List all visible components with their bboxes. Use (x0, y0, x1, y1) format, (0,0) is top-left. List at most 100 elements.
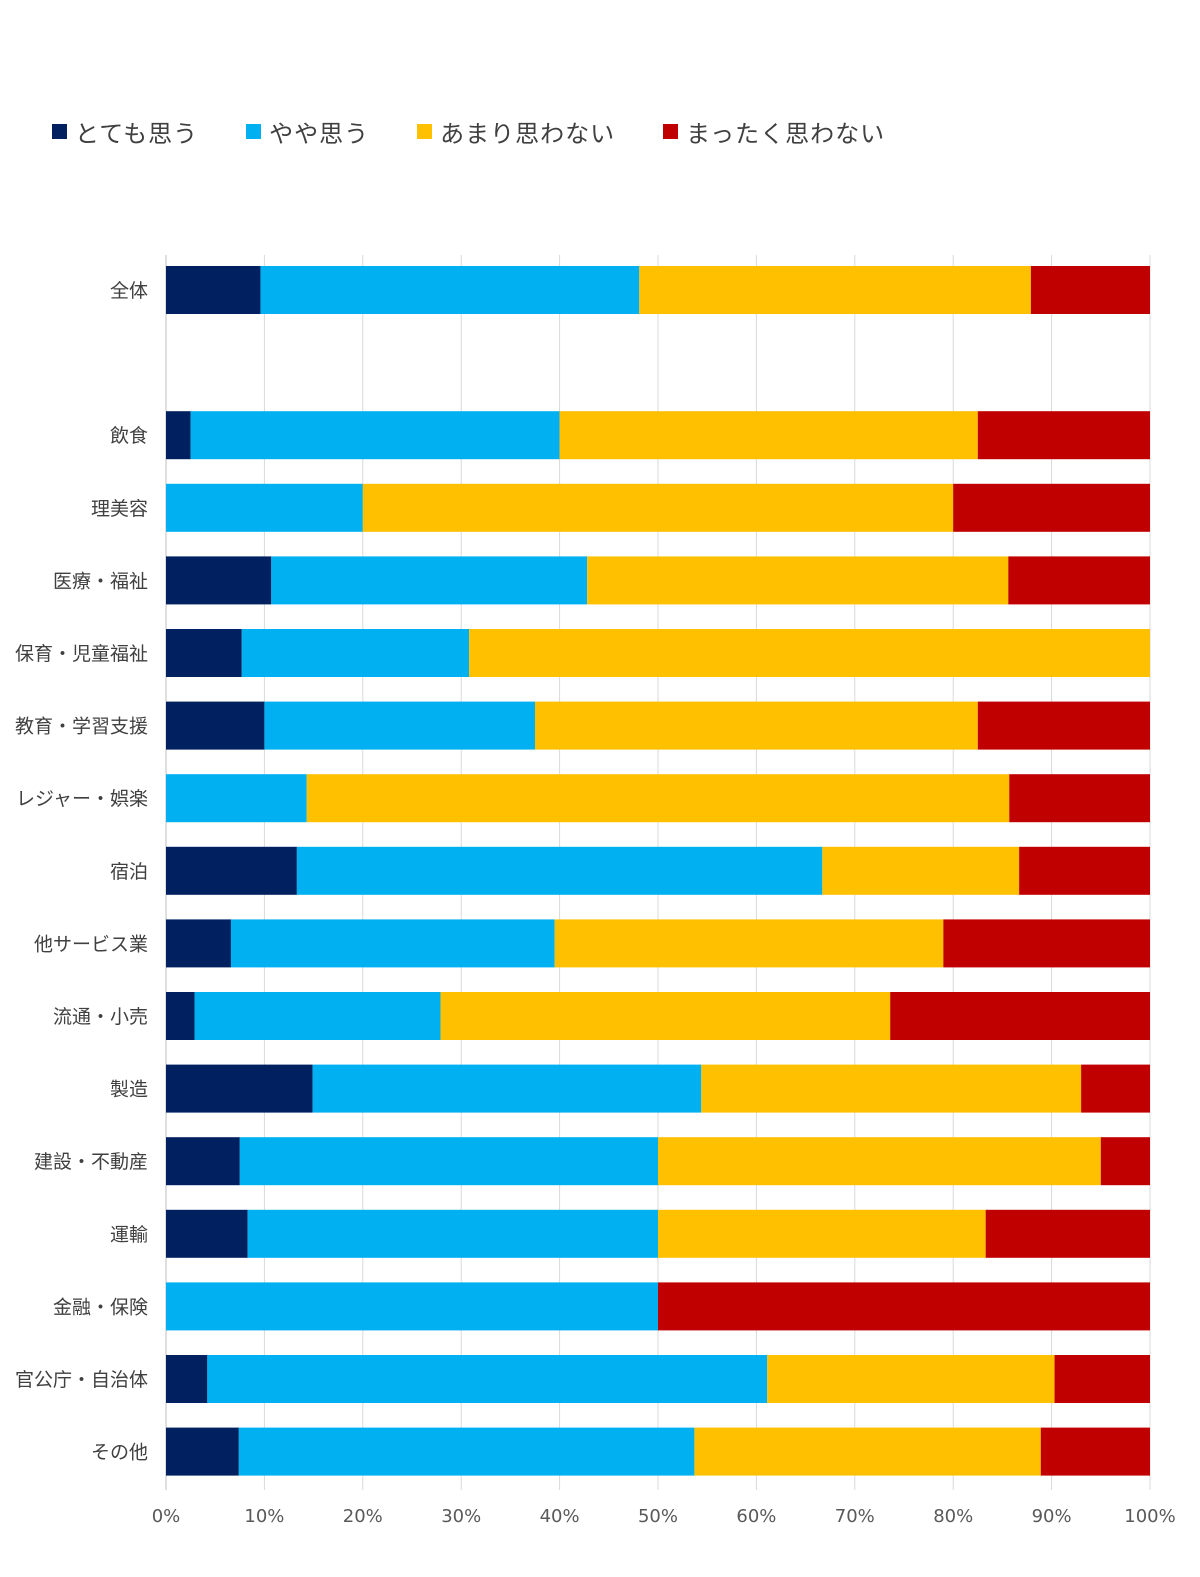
bar-segment (559, 411, 978, 460)
bar-segment (239, 1137, 659, 1186)
legend-swatch (417, 124, 433, 139)
bar-segment (166, 919, 231, 968)
bar-segment (166, 1427, 239, 1476)
category-labels: 全体飲食理美容医療・福祉保育・児童福祉教育・学習支援レジャー・娯楽宿泊他サービス… (15, 280, 148, 1464)
bar-segment (312, 1064, 702, 1113)
bar-segment (166, 846, 297, 895)
legend-label: あまり思わない (440, 120, 616, 148)
bar-segment (1030, 266, 1150, 314)
bar-segment (943, 919, 1150, 968)
x-tick-label: 100% (1124, 1506, 1175, 1527)
legend-swatch (663, 124, 679, 139)
x-tick-label: 70% (835, 1506, 875, 1527)
bar-segment (440, 992, 891, 1040)
bar-segment (166, 701, 265, 750)
category-label: 理美容 (91, 498, 148, 520)
category-label: 医療・福祉 (53, 570, 148, 592)
category-label: 運輸 (110, 1224, 148, 1246)
bars (166, 266, 1150, 1476)
legend-label: とても思う (75, 120, 199, 148)
bar-segment (306, 774, 1010, 823)
legend-label: まったく思わない (686, 120, 886, 148)
bar-segment (1100, 1137, 1150, 1186)
bar-segment (890, 992, 1150, 1040)
category-label: 飲食 (110, 425, 148, 447)
legend-swatch (246, 124, 262, 139)
bar-segment (166, 1282, 658, 1331)
category-label: 全体 (110, 280, 148, 302)
bar-segment (241, 629, 470, 677)
legend-label: やや思う (269, 120, 370, 148)
bar-segment (1019, 846, 1150, 895)
bar-segment (166, 1137, 240, 1186)
bar-segment (554, 919, 944, 968)
category-label: 教育・学習支援 (15, 716, 148, 738)
x-tick-labels: 0% 10% 20% 30% 40% 50% 60% 70% 80% 90% 100% (152, 1506, 1176, 1527)
x-tick-label: 20% (343, 1506, 383, 1527)
bar-segment (767, 1355, 1055, 1403)
bar-segment (260, 266, 640, 314)
category-label: 建設・不動産 (34, 1151, 148, 1173)
bar-segment (194, 992, 441, 1040)
bar-segment (694, 1427, 1041, 1476)
category-label: レジャー・娯楽 (16, 788, 148, 810)
chart-legend: とても思う やや思う あまり思わない まったく思わない (52, 114, 933, 149)
bar-segment (587, 556, 1009, 605)
category-label: 他サービス業 (34, 933, 148, 955)
bar-segment (658, 1282, 1150, 1331)
bar-segment (953, 483, 1150, 532)
category-label: 官公庁・自治体 (15, 1369, 148, 1391)
bar-segment (247, 1209, 658, 1258)
category-label: 製造 (110, 1079, 148, 1101)
bar-segment (166, 483, 363, 532)
category-label: 宿泊 (110, 861, 148, 883)
bar-segment (1081, 1064, 1150, 1113)
bar-segment (230, 919, 555, 968)
x-tick-label: 0% (152, 1506, 181, 1527)
bar-segment (166, 266, 261, 314)
x-tick-label: 90% (1032, 1506, 1072, 1527)
bar-segment (977, 411, 1150, 460)
bar-segment (701, 1064, 1082, 1113)
bar-segment (238, 1427, 695, 1476)
legend-item: あまり思わない (417, 114, 615, 149)
bar-segment (264, 701, 535, 750)
bar-segment (658, 1209, 986, 1258)
bar-segment (166, 556, 272, 605)
bar-segment (166, 411, 191, 460)
bar-segment (362, 483, 954, 532)
bar-segment (1040, 1427, 1150, 1476)
bar-segment (190, 411, 560, 460)
category-label: 保育・児童福祉 (15, 643, 148, 665)
bar-segment (166, 774, 307, 823)
x-tick-label: 30% (441, 1506, 481, 1527)
bar-segment (535, 701, 978, 750)
bar-segment (1008, 556, 1150, 605)
bar-segment (1054, 1355, 1150, 1403)
category-label: 金融・保険 (53, 1296, 148, 1318)
bar-segment (296, 846, 823, 895)
x-tick-label: 60% (736, 1506, 776, 1527)
x-tick-label: 80% (933, 1506, 973, 1527)
x-tick-label: 50% (638, 1506, 678, 1527)
category-label: 流通・小売 (53, 1006, 148, 1028)
bar-segment (977, 701, 1150, 750)
bar-segment (822, 846, 1020, 895)
bar-segment (166, 992, 195, 1040)
bar-segment (166, 1355, 208, 1403)
legend-item: やや思う (246, 114, 369, 149)
bar-segment (271, 556, 588, 605)
bar-segment (1009, 774, 1150, 823)
bar-segment (166, 1209, 248, 1258)
bar-segment (166, 1064, 313, 1113)
legend-item: とても思う (52, 114, 198, 149)
bar-segment (166, 629, 242, 677)
bar-segment (985, 1209, 1150, 1258)
x-tick-label: 10% (244, 1506, 284, 1527)
legend-item: まったく思わない (663, 114, 885, 149)
bar-segment (639, 266, 1031, 314)
bar-segment (207, 1355, 768, 1403)
legend-swatch (52, 124, 67, 139)
category-label: その他 (91, 1442, 148, 1464)
